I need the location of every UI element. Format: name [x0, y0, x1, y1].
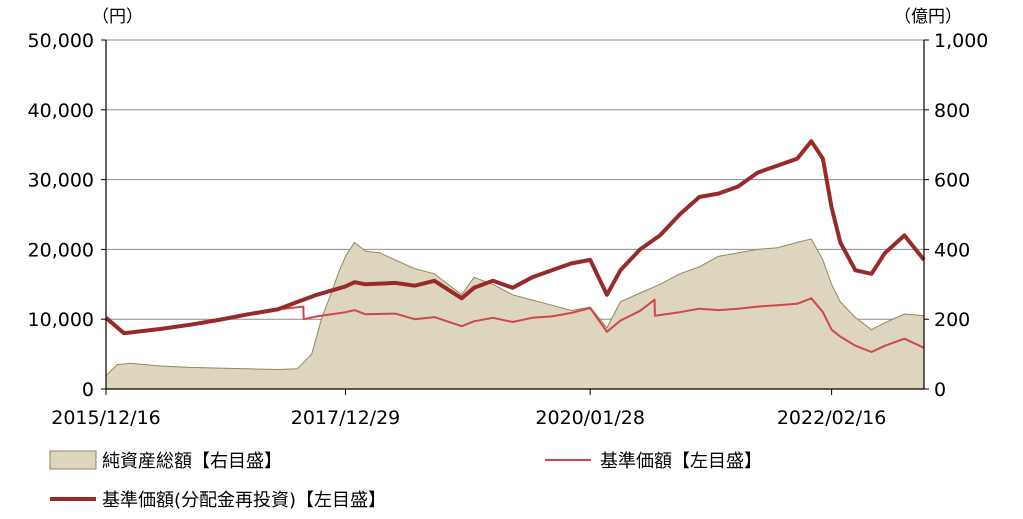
- right-tick-label: 600: [934, 170, 970, 192]
- x-tick-label: 2015/12/16: [51, 407, 161, 429]
- right-tick-label: 800: [934, 100, 970, 122]
- left-tick-label: 30,000: [28, 170, 94, 192]
- series-line-nav-price: [105, 297, 925, 353]
- legend: 純資産総額【右目盛】 基準価額【左目盛】基準価額(分配金再投資)【左目盛】: [49, 450, 762, 511]
- axes: [105, 40, 925, 390]
- price-line-layer: [104, 139, 926, 353]
- series-area-net-assets: [105, 238, 925, 390]
- legend-label-net-assets: 純資産総額【右目盛】: [102, 451, 282, 472]
- nav-area-layer: [105, 238, 925, 390]
- left-axis-unit: （円）: [92, 7, 143, 27]
- legend-label-nav-price: 基準価額【左目盛】: [600, 451, 762, 472]
- right-axis-unit: （億円）: [894, 7, 962, 27]
- left-tick-label: 20,000: [28, 239, 94, 261]
- right-tick-label: 1,000: [934, 30, 988, 52]
- legend-label-nav-price-reinvested: 基準価額(分配金再投資)【左目盛】: [102, 490, 386, 511]
- series-line-nav-price-reinvested: [104, 139, 926, 336]
- x-tick-label: 2020/01/28: [535, 407, 645, 429]
- left-tick-label: 40,000: [28, 100, 94, 122]
- x-tick-label: 2022/02/16: [777, 407, 887, 429]
- right-tick-label: 200: [934, 309, 970, 331]
- left-tick-label: 0: [82, 379, 94, 401]
- left-tick-label: 50,000: [28, 30, 94, 52]
- legend-swatch-net-assets: [49, 450, 97, 470]
- tick-labels: 0 10,000 20,000 30,000 40,000 50,000 0 200 400 60…: [28, 30, 989, 429]
- right-tick-label: 0: [934, 379, 946, 401]
- left-tick-label: 10,000: [28, 309, 94, 331]
- x-tick-label: 2017/12/29: [291, 407, 401, 429]
- right-tick-label: 400: [934, 239, 970, 261]
